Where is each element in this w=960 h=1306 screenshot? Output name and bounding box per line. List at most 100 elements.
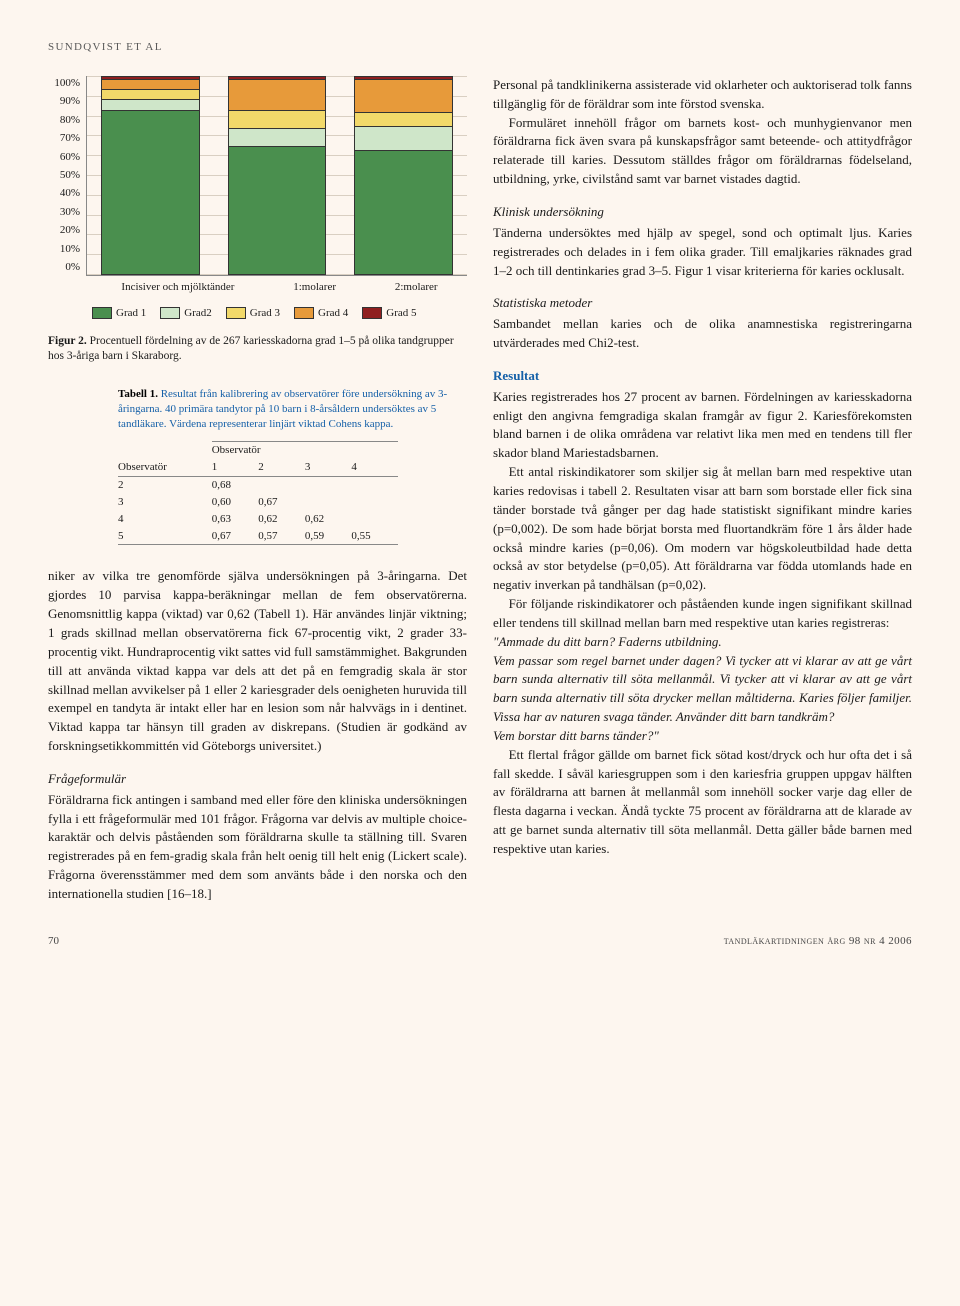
subhead-results: Resultat <box>493 367 912 386</box>
legend-swatch <box>226 307 246 319</box>
x-axis-labels: Incisiver och mjölktänder 1:molarer 2:mola… <box>92 280 467 296</box>
table-cell: 0,68 <box>212 477 259 494</box>
y-tick: 80% <box>48 113 80 129</box>
y-tick: 70% <box>48 131 80 147</box>
y-tick: 40% <box>48 186 80 202</box>
legend-item: Grad 4 <box>294 306 348 322</box>
table-1: Tabell 1. Resultat från kalibrering av o… <box>118 387 467 546</box>
y-tick: 10% <box>48 242 80 258</box>
legend-item: Grad 1 <box>92 306 146 322</box>
legend-swatch <box>362 307 382 319</box>
bar-segment <box>355 150 452 274</box>
table-cell: 0,59 <box>305 528 352 545</box>
quote-line-2: Vem passar som regel barnet under dagen?… <box>493 652 912 727</box>
bar-segment <box>355 126 452 150</box>
table-row-header: 4 <box>118 511 212 528</box>
bar-segment <box>102 89 199 99</box>
bar-first-molars <box>228 76 327 275</box>
table-col-header: 1 <box>212 459 259 476</box>
table-row-header: 5 <box>118 528 212 545</box>
figure-number: Figur 2. <box>48 335 87 347</box>
table-row-header: 3 <box>118 494 212 511</box>
kappa-table: Observatör Observatör 1234 20,6830,600,6… <box>118 441 398 545</box>
bar-segment <box>229 128 326 146</box>
table-cell <box>305 494 352 511</box>
bar-segment <box>102 79 199 89</box>
bar-segment <box>229 79 326 111</box>
table-cell <box>351 511 398 528</box>
subhead-clinical: Klinisk undersökning <box>493 203 912 222</box>
table-row: 30,600,67 <box>118 494 398 511</box>
quote-line-3: Vem borstar ditt barns tänder?" <box>493 727 912 746</box>
y-tick: 90% <box>48 94 80 110</box>
table-cell: 0,62 <box>305 511 352 528</box>
body-left-p1: niker av vilka tre genomförde själva und… <box>48 567 467 755</box>
table-cell <box>258 477 305 494</box>
table-cell: 0,60 <box>212 494 259 511</box>
x-tick: 1:molarer <box>293 280 336 296</box>
page-number: 70 <box>48 934 59 950</box>
bar-segment <box>355 112 452 126</box>
table-cell: 0,55 <box>351 528 398 545</box>
bar-segment <box>102 99 199 111</box>
legend: Grad 1 Grad2 Grad 3 Grad 4 Grad 5 <box>92 306 467 322</box>
body-right-p6: Ett antal riskindikatorer som skiljer si… <box>493 463 912 595</box>
body-right-p8: Ett flertal frågor gällde om barnet fick… <box>493 746 912 859</box>
body-right-p4: Sambandet mellan karies och de olika ana… <box>493 315 912 353</box>
table-group-header: Observatör <box>212 442 398 459</box>
legend-swatch <box>160 307 180 319</box>
legend-swatch <box>294 307 314 319</box>
body-right-p1: Personal på tandklinikerna assisterade v… <box>493 76 912 114</box>
bar-segment <box>102 110 199 274</box>
table-cell: 0,57 <box>258 528 305 545</box>
legend-item: Grad 5 <box>362 306 416 322</box>
body-right-p5: Karies registrerades hos 27 procent av b… <box>493 388 912 463</box>
bar-segment <box>229 146 326 274</box>
subhead-stats: Statistiska metoder <box>493 294 912 313</box>
table-col-header: 4 <box>351 459 398 476</box>
legend-swatch <box>92 307 112 319</box>
table-col-header: 3 <box>305 459 352 476</box>
y-axis: 0%10%20%30%40%50%60%70%80%90%100% <box>48 76 86 276</box>
subhead-questionnaire: Frågeformulär <box>48 770 467 789</box>
figure-caption-text: Procentuell fördelning av de 267 kariess… <box>48 335 454 363</box>
bar-incisors <box>101 76 200 275</box>
y-tick: 30% <box>48 205 80 221</box>
table-cell <box>351 477 398 494</box>
body-right-p2: Formuläret innehöll frågor om barnets ko… <box>493 114 912 189</box>
table-caption: Tabell 1. Resultat från kalibrering av o… <box>118 387 467 432</box>
x-tick: Incisiver och mjölktänder <box>121 280 234 296</box>
table-caption-text: Resultat från kalibrering av observatöre… <box>118 388 447 430</box>
bar-segment <box>229 110 326 128</box>
y-tick: 0% <box>48 260 80 276</box>
body-left-p2: Föräldrarna fick antingen i samband med … <box>48 791 467 904</box>
page-footer: 70 tandläkartidningen årg 98 nr 4 2006 <box>48 934 912 950</box>
bar-second-molars <box>354 76 453 275</box>
table-cell: 0,67 <box>212 528 259 545</box>
running-head: SUNDQVIST ET AL <box>48 40 912 56</box>
table-col-header: 2 <box>258 459 305 476</box>
y-tick: 20% <box>48 223 80 239</box>
bar-segment <box>355 79 452 112</box>
table-cell: 0,63 <box>212 511 259 528</box>
table-cell: 0,67 <box>258 494 305 511</box>
legend-item: Grad2 <box>160 306 212 322</box>
table-row: 20,68 <box>118 477 398 494</box>
table-cell <box>351 494 398 511</box>
x-tick: 2:molarer <box>395 280 438 296</box>
table-row: 50,670,570,590,55 <box>118 528 398 545</box>
legend-item: Grad 3 <box>226 306 280 322</box>
y-tick: 50% <box>48 168 80 184</box>
body-right-p3: Tänderna undersöktes med hjälp av spegel… <box>493 224 912 281</box>
quote-line-1: "Ammade du ditt barn? Faderns utbildning… <box>493 633 912 652</box>
body-right-p7: För följande riskindikatorer och påståen… <box>493 595 912 633</box>
journal-ref: tandläkartidningen årg 98 nr 4 2006 <box>724 934 912 950</box>
plot-area <box>86 76 467 276</box>
table-corner: Observatör <box>118 459 212 476</box>
figure-2-chart: n=267 0%10%20%30%40%50%60%70%80%90%100% … <box>48 76 467 365</box>
table-cell <box>305 477 352 494</box>
table-number: Tabell 1. <box>118 388 158 400</box>
figure-caption: Figur 2. Procentuell fördelning av de 26… <box>48 334 467 365</box>
y-tick: 60% <box>48 150 80 166</box>
table-row-header: 2 <box>118 477 212 494</box>
